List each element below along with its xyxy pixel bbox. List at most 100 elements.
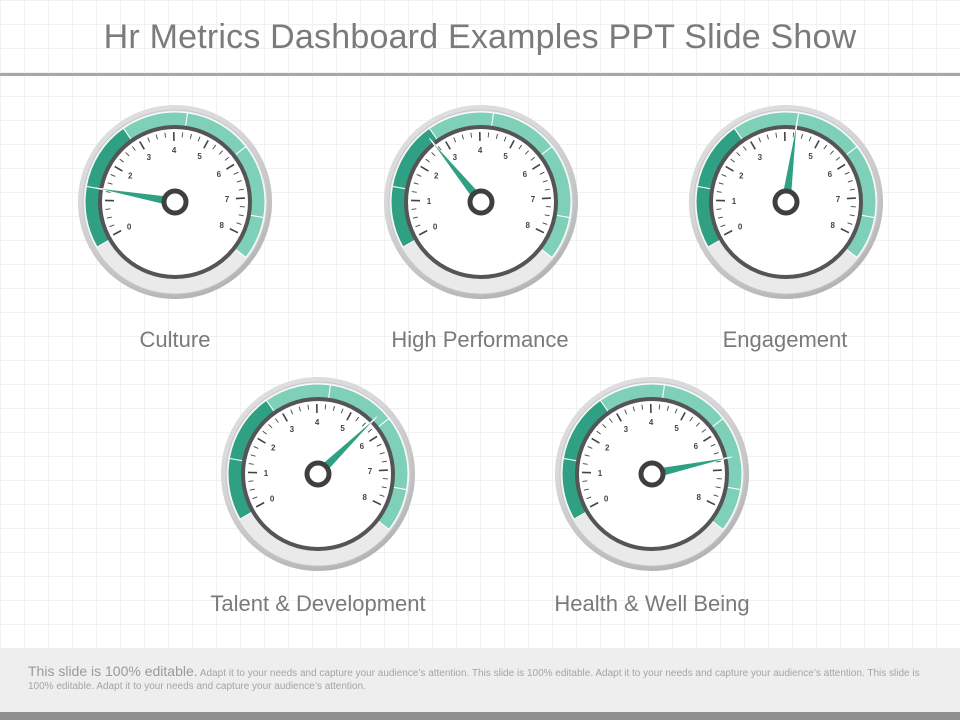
gauge-tick-label: 7 (368, 467, 373, 476)
gauge-tick-mark (131, 146, 136, 151)
gauge-hub (467, 188, 495, 216)
gauge-hub (304, 460, 332, 488)
footer-lead: This slide is 100% editable. (28, 663, 198, 679)
gauge-tick-mark (544, 214, 550, 217)
gauge-tick-mark (235, 197, 245, 200)
gauge-culture: 0 2 3 4 5 6 7 8 (78, 105, 272, 299)
gauge-tick-label: 1 (598, 469, 603, 478)
gauge-tick-label: 6 (217, 170, 222, 179)
gauge-tick-mark (376, 443, 382, 447)
gauge-tick-label: 2 (739, 172, 744, 181)
title-divider (0, 73, 960, 76)
gauge-tick-mark (425, 158, 430, 163)
gauge-tick-label: 7 (225, 195, 230, 204)
gauge-tick-label: 4 (649, 418, 654, 427)
gauge-tick-mark (262, 430, 267, 435)
gauge-tick-label: 4 (478, 146, 483, 155)
gauge-tick-label: 3 (453, 153, 458, 162)
gauge-tick-mark (725, 165, 734, 172)
gauge-tick-mark (835, 156, 841, 161)
gauge-label-health-well-being: Health & Well Being (554, 591, 750, 616)
gauge-tick-mark (346, 411, 352, 421)
gauge-tick-mark (589, 501, 599, 508)
gauge-tick-mark (420, 165, 429, 172)
gauge-tick-mark (125, 152, 130, 157)
gauge-tick-mark (307, 404, 310, 410)
gauge-tick-mark (716, 191, 722, 193)
footer-text: This slide is 100% editable. Adapt it to… (28, 663, 928, 693)
gauge-tick-mark (542, 222, 548, 225)
gauge-tick-mark (742, 146, 747, 151)
gauge-tick-mark (381, 486, 387, 489)
gauge-tick-mark (532, 163, 541, 170)
gauge-tick-mark (847, 180, 853, 183)
gauge-tick-label: 0 (604, 494, 609, 503)
gauge-tick-mark (701, 428, 707, 433)
gauge-tick-mark (418, 229, 428, 236)
gauge-tick-mark (658, 404, 661, 410)
gauge-tick-mark (829, 150, 834, 155)
gauge-tick-mark (114, 165, 123, 172)
gauge-tick-label: 5 (340, 424, 345, 433)
gauge-tick-mark (372, 500, 382, 506)
gauge-tick-mark (197, 136, 201, 142)
gauge-tick-mark (212, 144, 217, 150)
gauge-tick-label: 1 (264, 469, 269, 478)
gauge-tick-mark (800, 133, 803, 139)
gauge-tick-label: 8 (831, 221, 836, 230)
gauge-tick-mark (710, 443, 716, 447)
gauge-label-culture: Culture (139, 327, 211, 352)
gauge-tick-mark (109, 224, 115, 228)
gauge-tick-mark (274, 418, 279, 423)
gauge-tick-mark (189, 133, 192, 139)
gauge-health-well-being: 0 1 2 3 4 5 6 8 (555, 377, 749, 571)
gauge-tick-mark (236, 180, 242, 183)
gauge-tick-mark (586, 496, 592, 500)
gauge-high-performance: 0 1 2 3 4 5 6 7 8 (384, 105, 578, 299)
gauge-tick-mark (758, 137, 762, 143)
gauge-tick-mark (431, 152, 436, 157)
gauge-tick-mark (582, 463, 588, 465)
gauge-tick-mark (332, 405, 335, 411)
gauge-tick-mark (361, 422, 366, 427)
gauge-tick-mark (847, 222, 853, 225)
gauge-tick-mark (218, 150, 223, 155)
gauge-tick-mark (298, 406, 301, 412)
gauge-tick-label: 4 (315, 418, 320, 427)
gauge-tick-mark (355, 416, 360, 422)
gauge-tick-mark (367, 428, 373, 433)
gauge-tick-mark (849, 188, 855, 191)
gauge-label-high-performance: High Performance (391, 327, 569, 352)
gauge-tick-mark (591, 437, 600, 444)
gauge-tick-label: 5 (503, 152, 508, 161)
gauge-tick-mark (107, 182, 113, 185)
gauge-tick-label: 4 (172, 146, 177, 155)
gauge-tick-mark (229, 228, 239, 234)
gauge-tick-mark (252, 496, 258, 500)
gauge-tick-label: 8 (526, 221, 531, 230)
gauge-tick-label: 7 (836, 195, 841, 204)
gauge-tick-mark (518, 144, 523, 150)
gauge-tick-mark (713, 452, 719, 455)
gauge-tick-label: 2 (434, 172, 439, 181)
gauge-tick-mark (608, 418, 613, 423)
gauge-tick-label: 0 (433, 222, 438, 231)
gauge-tick-mark (233, 171, 239, 175)
gauge-tick-mark (238, 188, 244, 191)
gauge-tick-mark (775, 132, 778, 138)
gauge-tick-mark (340, 408, 344, 414)
gauge-tick-mark (248, 480, 254, 482)
gauge-talent-development: 0 1 2 3 4 5 6 7 8 (221, 377, 415, 571)
gauge-tick-mark (236, 222, 242, 225)
gauge-tick-mark (257, 437, 266, 444)
gauge-hub (772, 188, 800, 216)
gauge-tick-mark (584, 454, 590, 457)
gauge-tick-mark (723, 229, 733, 236)
gauge-tick-mark (445, 141, 451, 150)
gauge-tick-mark (718, 182, 724, 185)
gauge-tick-mark (290, 409, 294, 415)
gauge-tick-mark (750, 141, 756, 150)
gauge-engagement: 0 1 2 3 5 6 7 8 (689, 105, 883, 299)
gauge-tick-mark (695, 422, 700, 427)
gauge-tick-mark (716, 208, 722, 210)
